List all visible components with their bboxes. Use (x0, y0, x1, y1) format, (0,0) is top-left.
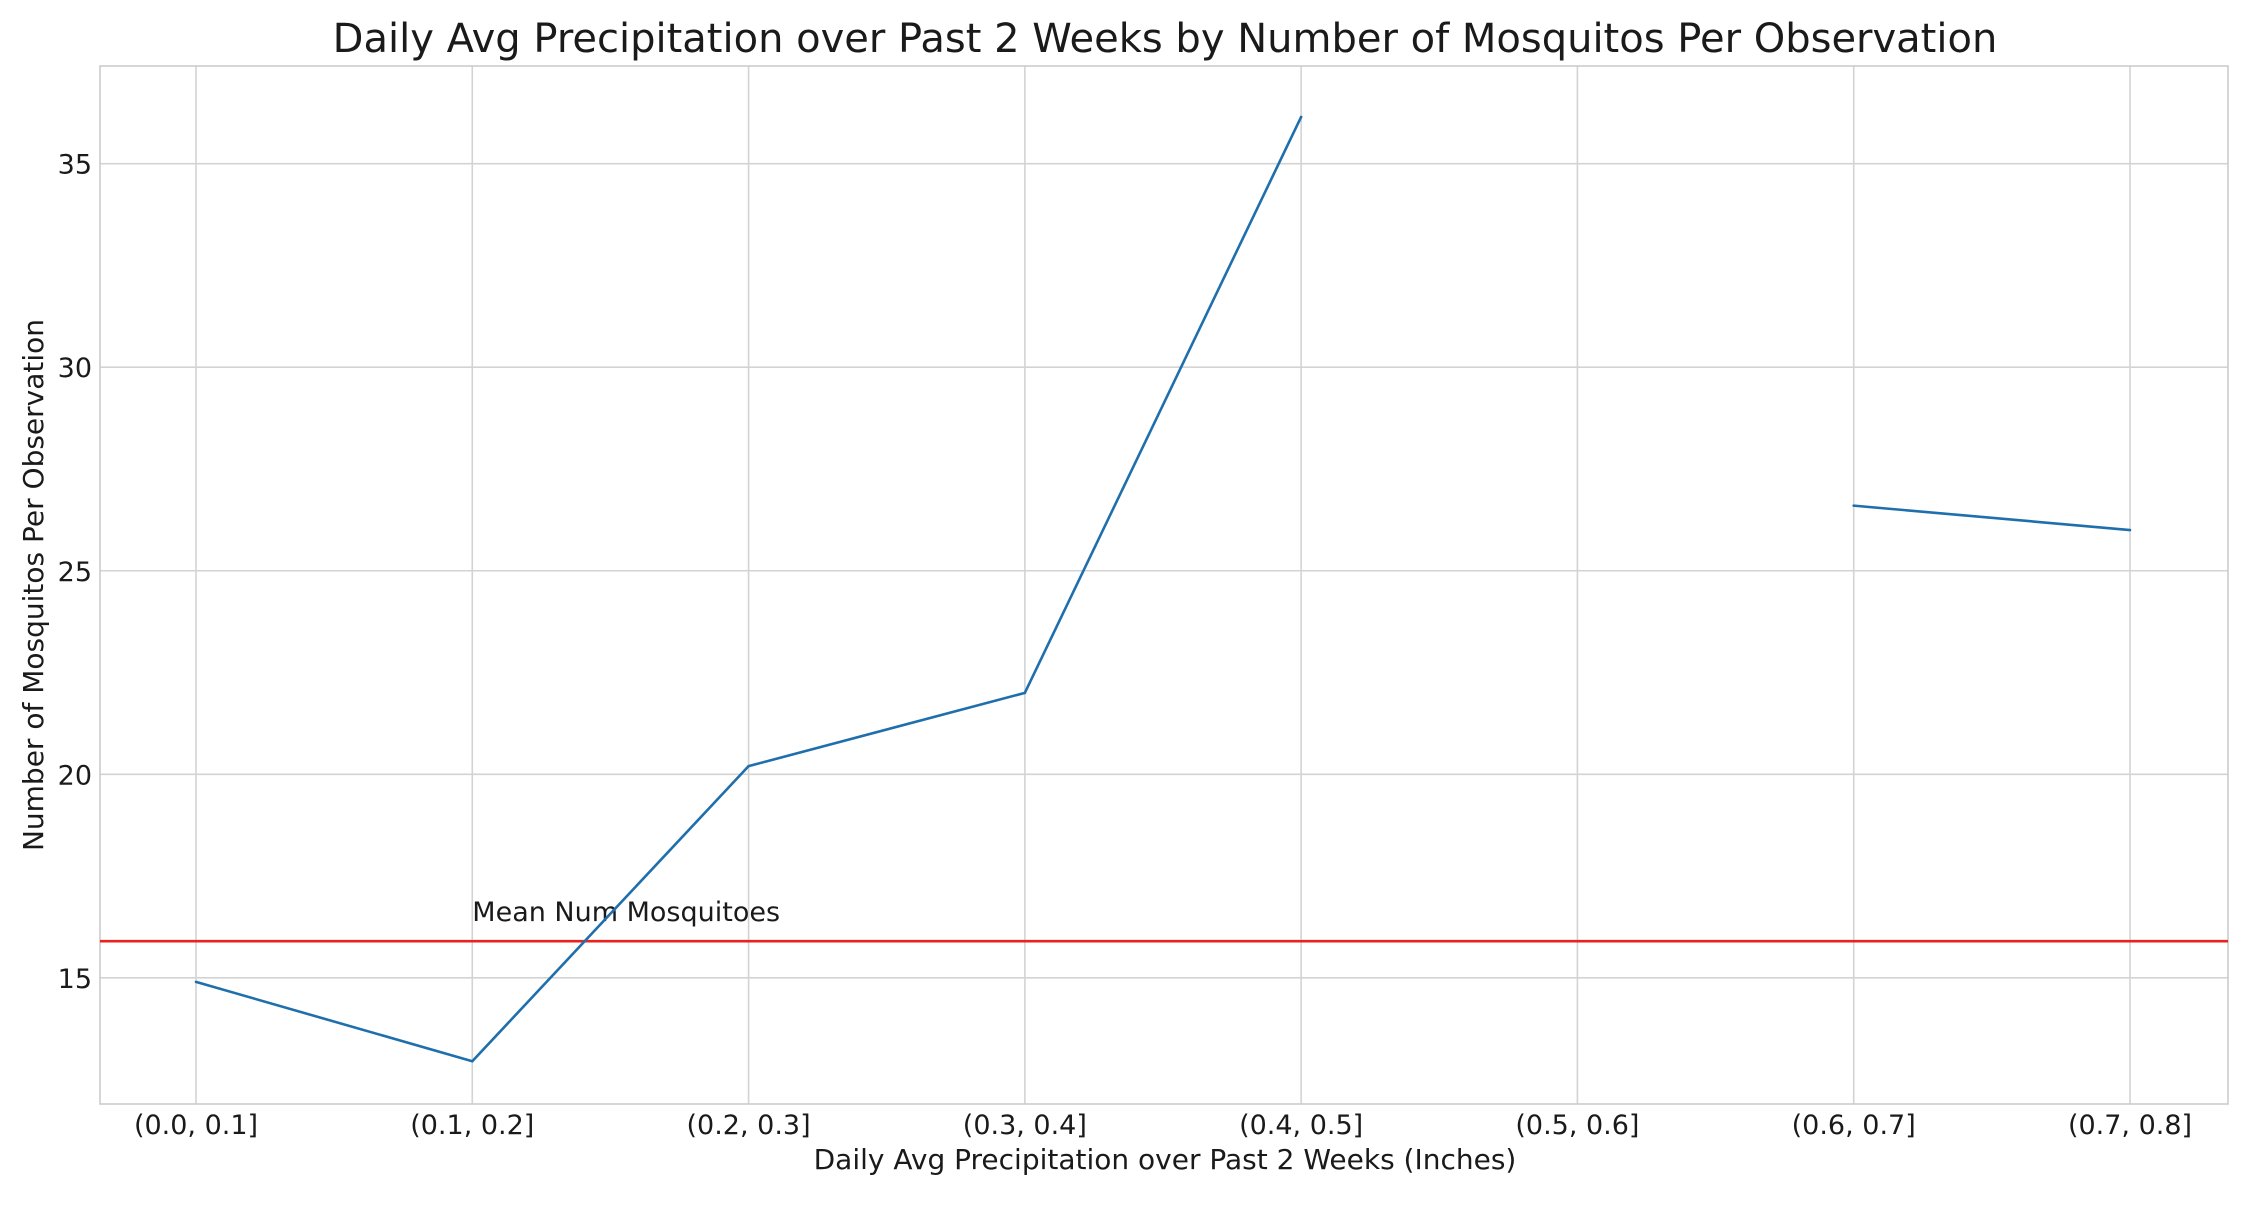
series-line-segment (1853, 504, 2131, 532)
data-point (1299, 115, 1303, 119)
x-tick-label: (0.7, 0.8] (2068, 1110, 2192, 1141)
chart-title: Daily Avg Precipitation over Past 2 Week… (333, 16, 1998, 62)
x-tick-label: (0.4, 0.5] (1239, 1110, 1363, 1141)
x-tick-label: (0.2, 0.3] (687, 1110, 811, 1141)
y-tick-label: 30 (58, 353, 92, 384)
plot-frame (99, 65, 2229, 1105)
y-tick-label: 15 (58, 964, 92, 995)
data-point (1023, 691, 1027, 695)
y-tick-label: 25 (58, 557, 92, 588)
grid (100, 66, 2228, 1104)
data-point (470, 1059, 474, 1063)
y-axis-label: Number of Mosquitos Per Observation (17, 319, 50, 851)
data-point (194, 980, 198, 984)
reference-line-group: Mean Num Mosquitoes (100, 897, 2228, 943)
data-point (2128, 528, 2132, 532)
data-point (1852, 504, 1856, 507)
x-tick-label: (0.0, 0.1] (134, 1110, 258, 1141)
y-tick-label: 35 (58, 150, 92, 181)
y-tick-label: 20 (58, 760, 92, 791)
x-axis-label: Daily Avg Precipitation over Past 2 Week… (814, 1143, 1517, 1176)
x-tick-label: (0.5, 0.6] (1515, 1110, 1639, 1141)
y-tick-labels: 15 20 25 30 35 (58, 150, 92, 995)
x-tick-labels: (0.0, 0.1] (0.1, 0.2] (0.2, 0.3] (0.3, 0.4]… (134, 1110, 2192, 1141)
data-point (747, 764, 750, 768)
x-tick-label: (0.6, 0.7] (1792, 1110, 1916, 1141)
x-tick-label: (0.3, 0.4] (963, 1110, 1087, 1141)
series-group (194, 115, 2132, 1063)
mean-reference-label: Mean Num Mosquitoes (472, 897, 780, 928)
x-tick-label: (0.1, 0.2] (410, 1110, 534, 1141)
